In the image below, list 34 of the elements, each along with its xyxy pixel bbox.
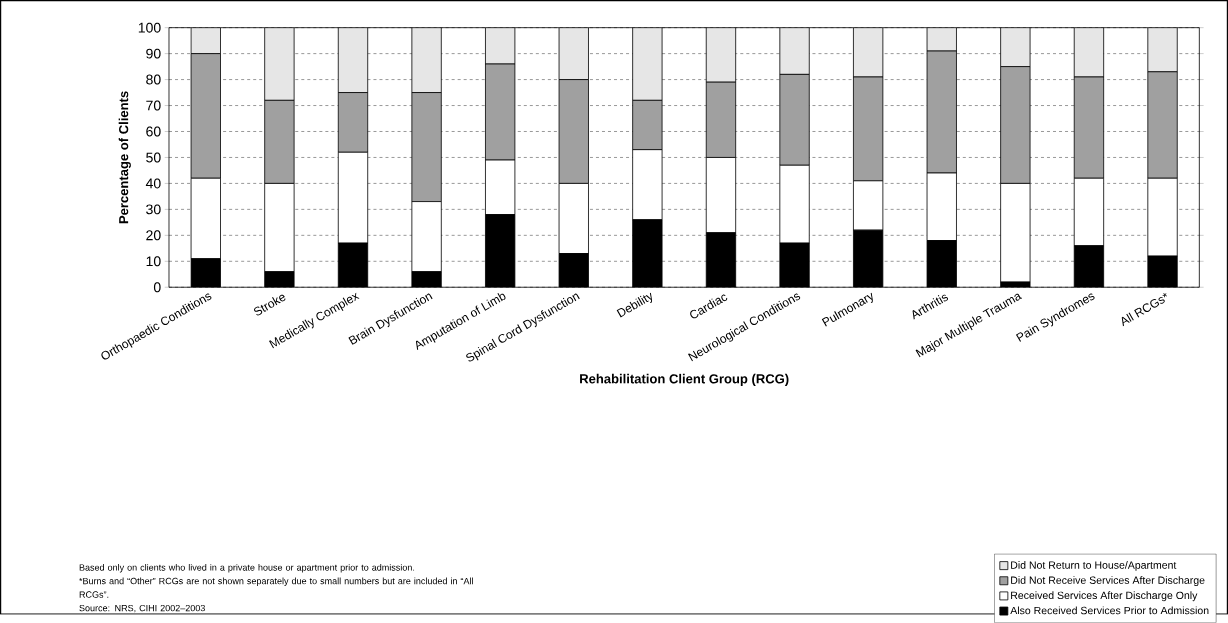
legend-label: Received Services After Discharge Only bbox=[1011, 591, 1198, 602]
y-tick-label: 90 bbox=[146, 48, 161, 59]
y-tick-label: 30 bbox=[146, 204, 161, 215]
bar bbox=[264, 27, 295, 101]
bar bbox=[632, 27, 663, 101]
y-tick-label: 50 bbox=[146, 152, 161, 163]
bar bbox=[853, 27, 884, 78]
legend-label: Did Not Return to House/Apartment bbox=[1011, 561, 1177, 571]
bar bbox=[337, 27, 369, 94]
y-axis-title: Percentage of Clients bbox=[118, 91, 131, 224]
bar bbox=[558, 27, 589, 81]
y-tick-label: 20 bbox=[146, 230, 161, 241]
bar bbox=[926, 27, 957, 52]
x-axis-title: Rehabilitation Client Group (RCG) bbox=[580, 373, 789, 387]
text: *Burns and “Other” RCGs are not shown separately due to small numbers but are included in “All RCGs”. bbox=[79, 577, 473, 598]
bar bbox=[485, 27, 516, 65]
legend-label: Did Not Receive Services After Discharge bbox=[1011, 576, 1205, 587]
y-tick-label: 60 bbox=[146, 126, 161, 137]
text: Based only on clients who lived in a private house or apartment prior to admission. bbox=[79, 564, 415, 573]
y-tick-label: 100 bbox=[138, 22, 161, 33]
legend-label: Also Received Services Prior to Admission bbox=[1010, 606, 1209, 615]
y-tick-label: 80 bbox=[146, 74, 161, 85]
y-tick-label: 70 bbox=[146, 100, 161, 111]
y-tick-label: 40 bbox=[145, 178, 161, 189]
y-tick-label: 10 bbox=[146, 256, 161, 267]
bar bbox=[779, 27, 810, 75]
bar bbox=[705, 27, 737, 83]
bar bbox=[1073, 27, 1105, 78]
y-tick-label: 0 bbox=[153, 282, 161, 293]
bar bbox=[190, 27, 221, 55]
bar bbox=[1000, 27, 1031, 68]
source-note: Source: NRS, CIHI 2002–2003 bbox=[79, 604, 205, 613]
bar bbox=[1147, 27, 1178, 73]
bar bbox=[411, 27, 442, 94]
